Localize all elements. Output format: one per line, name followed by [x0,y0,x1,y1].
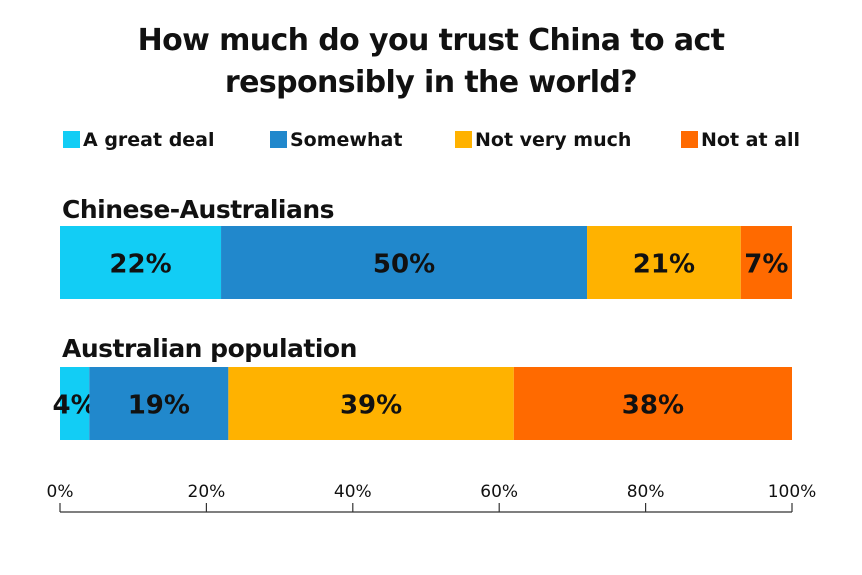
legend-label-3: Not very much [475,129,631,151]
bar-value-label-2-4: 38% [622,391,684,421]
x-tick-label-4: 60% [480,482,518,502]
category-label-1: Chinese-Australians [62,195,334,224]
bar-segment-1-4 [740,226,792,299]
legend-swatch-4 [681,131,698,148]
bar-value-label-2-3: 39% [340,391,402,421]
legend-swatch-2 [270,131,287,148]
legend-swatch-3 [455,131,472,148]
bar-segment-2-2 [89,367,229,440]
x-tick-label-5: 80% [627,482,665,502]
bar-value-label-1-1: 22% [109,250,171,280]
bar-segment-1-3 [587,226,741,299]
bar-segment-1-1 [60,226,222,299]
chart-title: How much do you trust China to act respo… [0,20,862,104]
x-tick-label-2: 20% [188,482,226,502]
legend-swatch-1 [63,131,80,148]
legend-label-4: Not at all [701,129,800,151]
bar-segment-2-1 [60,367,90,440]
category-label-2: Australian population [62,334,357,363]
x-tick-label-6: 100% [768,482,817,502]
bar-segment-2-4 [513,367,792,440]
bar-segment-1-2 [221,226,588,299]
chart-title-line-2: responsibly in the world? [224,65,638,100]
bar-value-label-1-3: 21% [633,250,695,280]
bar-segment-2-3 [228,367,514,440]
bar-value-label-2-2: 19% [128,391,190,421]
bar-value-label-1-4: 7% [744,250,788,280]
chart-title-line-1: How much do you trust China to act [137,23,725,58]
x-tick-label-3: 40% [334,482,372,502]
bar-value-label-1-2: 50% [373,250,435,280]
legend-label-2: Somewhat [290,129,402,151]
x-tick-label-1: 0% [47,482,74,502]
legend-label-1: A great deal [83,129,215,151]
